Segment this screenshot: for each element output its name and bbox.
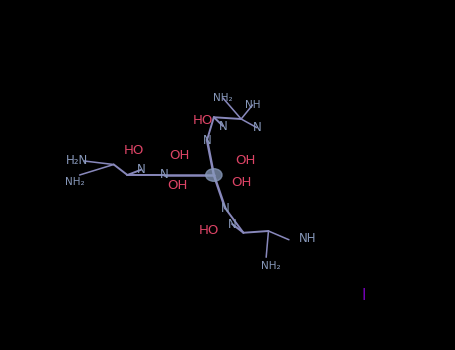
Text: NH₂: NH₂ [213,93,233,103]
Text: N: N [218,119,228,133]
Text: NH: NH [298,231,316,245]
Text: N: N [159,168,168,182]
Text: OH: OH [231,175,251,189]
Text: HO: HO [124,144,144,157]
Text: NH₂: NH₂ [65,177,85,187]
Text: HO: HO [199,224,219,238]
Text: I: I [362,288,366,303]
Text: HO: HO [192,114,212,127]
Text: N: N [202,133,212,147]
Text: OH: OH [170,149,190,162]
Text: N: N [221,202,230,215]
Text: H₂N: H₂N [66,154,88,168]
Text: NH: NH [245,100,260,110]
Text: N: N [253,121,262,134]
Text: OH: OH [167,179,187,192]
Text: NH₂: NH₂ [261,261,281,271]
Text: OH: OH [236,154,256,168]
Text: N: N [136,163,146,176]
Circle shape [206,169,222,181]
Text: N: N [228,217,237,231]
